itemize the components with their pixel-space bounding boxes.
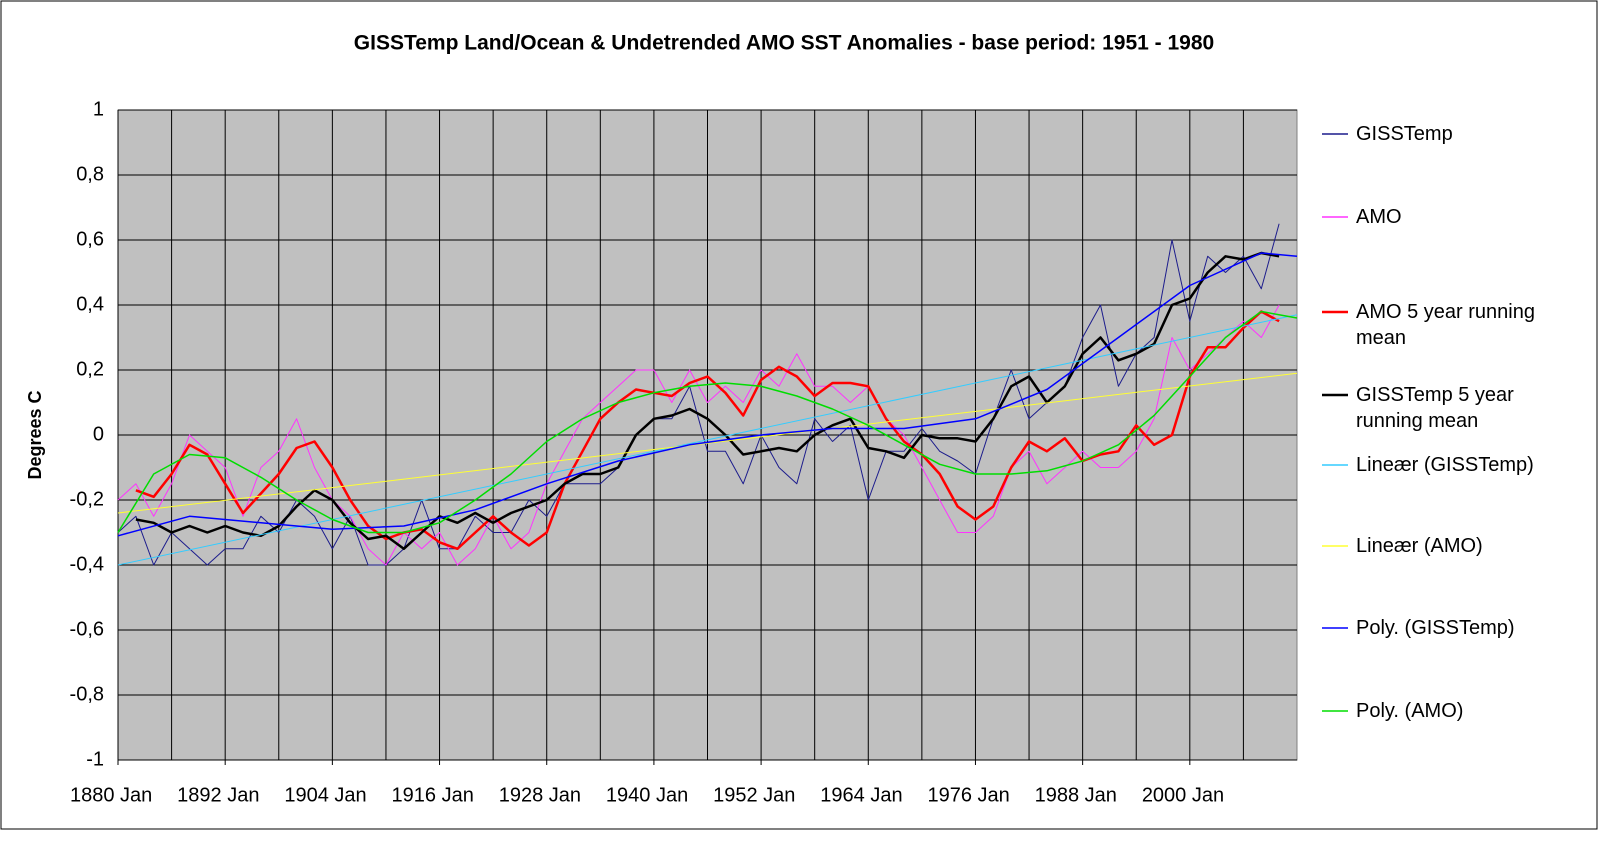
y-tick-label: -1: [86, 748, 104, 770]
legend-label: Poly. (AMO): [1356, 700, 1464, 722]
x-tick-label: 1928 Jan: [499, 784, 581, 806]
legend-label: AMO 5 year running mean: [1356, 301, 1535, 349]
legend-label: AMO: [1356, 206, 1402, 228]
series-line: [117, 310, 1298, 534]
chart-title: GISSTemp Land/Ocean & Undetrended AMO SS…: [354, 32, 1214, 55]
y-tick-label: 0,6: [76, 228, 104, 250]
y-tick-label: 1: [93, 98, 104, 120]
legend-label: GISSTemp: [1356, 123, 1453, 145]
series-line: [117, 304, 1280, 566]
legend-label: Lineær (AMO): [1356, 535, 1483, 557]
legend-label: Poly. (GISSTemp): [1356, 617, 1515, 639]
series-line: [117, 252, 1298, 537]
y-tick-label: 0,4: [76, 293, 104, 315]
y-tick-label: 0,8: [76, 163, 104, 185]
series-line: [117, 314, 1298, 566]
y-tick-label: 0,2: [76, 358, 104, 380]
x-tick-label: 2000 Jan: [1142, 784, 1224, 806]
x-tick-label: 1964 Jan: [820, 784, 902, 806]
x-tick-label: 1940 Jan: [606, 784, 688, 806]
y-tick-label: 0: [93, 423, 104, 445]
y-axis-label: Degrees C: [25, 390, 45, 479]
series-line: [117, 223, 1280, 566]
x-tick-label: 1976 Jan: [927, 784, 1009, 806]
x-tick-label: 1916 Jan: [392, 784, 474, 806]
series-line: [117, 372, 1298, 514]
y-tick-label: -0,6: [70, 618, 104, 640]
legend-label: GISSTemp 5 year running mean: [1356, 384, 1514, 432]
legend-label: Lineær (GISSTemp): [1356, 454, 1534, 476]
y-tick-label: -0,4: [70, 553, 104, 575]
x-tick-label: 1988 Jan: [1035, 784, 1117, 806]
x-tick-label: 1952 Jan: [713, 784, 795, 806]
x-tick-label: 1904 Jan: [284, 784, 366, 806]
series-line: [135, 251, 1280, 551]
x-tick-label: 1892 Jan: [177, 784, 259, 806]
x-tick-label: 1880 Jan: [70, 784, 152, 806]
y-tick-label: -0,8: [70, 683, 104, 705]
y-tick-label: -0,2: [70, 488, 104, 510]
